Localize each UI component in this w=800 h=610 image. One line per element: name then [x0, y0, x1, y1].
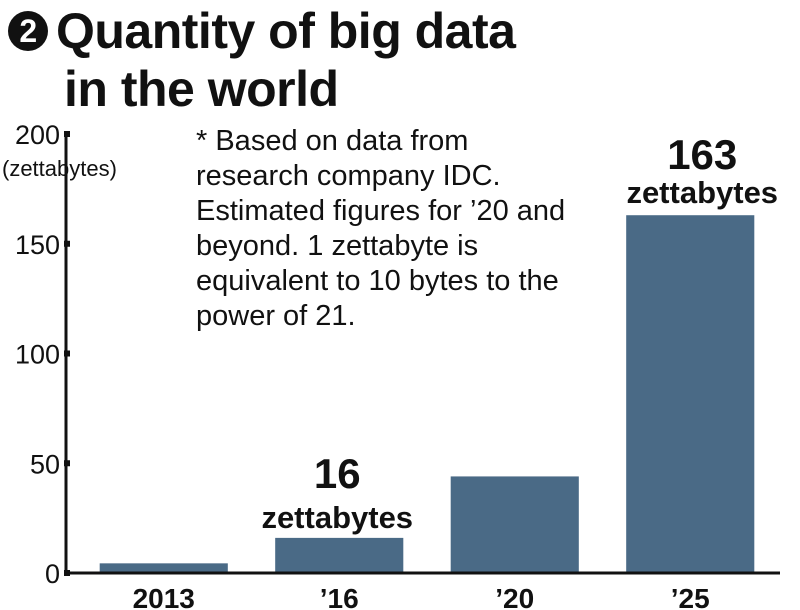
title-line-2: in the world — [64, 61, 339, 117]
y-tick-label-150: 150 — [15, 230, 60, 260]
data-label-unit-1: zettabytes — [626, 175, 778, 210]
x-tick-label-3: ’25 — [671, 583, 710, 610]
y-tick-label-100: 100 — [15, 340, 60, 370]
x-tick-label-1: ’16 — [320, 583, 359, 610]
data-label-value-1: 163 — [667, 131, 737, 178]
y-axis-unit-label: (zettabytes) — [2, 156, 117, 181]
y-ticks: 0 50 100 150 200 — [15, 120, 70, 589]
bars — [99, 215, 755, 572]
y-tick-mark-50 — [64, 460, 70, 467]
y-tick-label-0: 0 — [45, 559, 60, 589]
y-tick-label-200: 200 — [15, 120, 60, 150]
data-label-unit-0: zettabytes — [261, 500, 413, 535]
x-tick-labels: 2013 ’16 ’20 ’25 — [133, 583, 710, 610]
x-tick-label-0: 2013 — [133, 583, 195, 610]
y-tick-label-50: 50 — [30, 449, 60, 479]
y-tick-mark-200 — [64, 131, 70, 137]
bar-2 — [450, 476, 579, 572]
title-text-1: Quantity of big data — [56, 3, 516, 59]
y-tick-mark-150 — [64, 240, 70, 247]
chart-title: 2 Quantity of big data in the world — [8, 2, 798, 118]
bar-0 — [99, 563, 228, 572]
bar-1 — [275, 537, 404, 572]
title-line-1: 2 Quantity of big data — [8, 2, 798, 60]
data-label-value-0: 16 — [314, 450, 361, 497]
source-note: * Based on data from research company ID… — [196, 125, 566, 332]
y-tick-mark-100 — [64, 350, 70, 357]
figure-number-badge: 2 — [8, 11, 48, 51]
bar-3 — [626, 215, 755, 572]
x-tick-label-2: ’20 — [495, 583, 534, 610]
y-tick-mark-0 — [64, 570, 70, 576]
